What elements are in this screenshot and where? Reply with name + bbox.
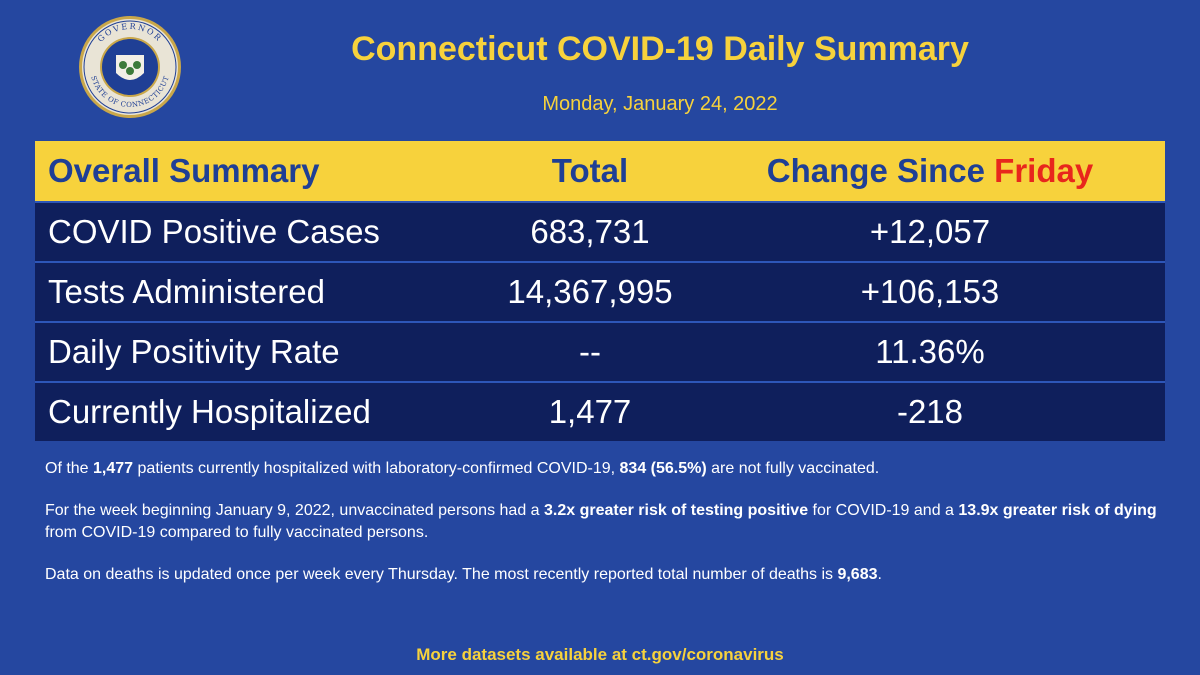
row-total: 683,731 xyxy=(530,213,650,250)
table-row: COVID Positive Cases 683,731 +12,057 xyxy=(35,203,1165,263)
report-date: Monday, January 24, 2022 xyxy=(542,93,778,115)
row-label: COVID Positive Cases xyxy=(48,213,380,250)
row-total: -- xyxy=(579,333,601,370)
note-bold: 3.2x greater risk of testing positive xyxy=(544,502,809,519)
row-label: Currently Hospitalized xyxy=(48,393,371,430)
row-change: -218 xyxy=(896,393,964,430)
row-label: Tests Administered xyxy=(48,273,325,310)
note-text: patients currently hospitalized with lab… xyxy=(133,460,620,477)
header-change: Change Since Friday xyxy=(695,152,1165,190)
note-text: are not fully vaccinated. xyxy=(706,460,880,477)
header-total: Total xyxy=(551,152,629,189)
footer-link-text: More datasets available at ct.gov/corona… xyxy=(416,645,784,664)
table-row: Tests Administered 14,367,995 +106,153 xyxy=(35,263,1165,323)
note-bold: 834 (56.5%) xyxy=(619,460,707,477)
note-text: Data on deaths is updated once per week … xyxy=(45,566,838,583)
header-change-prefix: Change Since xyxy=(766,152,995,189)
note-text: For the week beginning January 9, 2022, … xyxy=(45,502,544,519)
note-bold: 13.9x greater risk of dying xyxy=(958,502,1157,519)
header-overall-summary: Overall Summary xyxy=(48,152,320,189)
row-total: 1,477 xyxy=(548,393,632,430)
row-label: Daily Positivity Rate xyxy=(48,333,340,370)
summary-table: Overall Summary Total Change Since Frida… xyxy=(35,141,1165,441)
table-row: Currently Hospitalized 1,477 -218 xyxy=(35,383,1165,441)
notes: Of the 1,477 patients currently hospital… xyxy=(45,458,1165,606)
note-hospitalized: Of the 1,477 patients currently hospital… xyxy=(45,458,1165,480)
note-bold: 1,477 xyxy=(93,460,134,477)
note-text: for COVID-19 and a xyxy=(808,502,959,519)
note-text: . xyxy=(877,566,882,583)
note-deaths: Data on deaths is updated once per week … xyxy=(45,564,1165,586)
header-change-day: Friday xyxy=(994,152,1094,189)
table-row: Daily Positivity Rate -- 11.36% xyxy=(35,323,1165,383)
table-header-row: Overall Summary Total Change Since Frida… xyxy=(35,141,1165,203)
note-text: Of the xyxy=(45,460,94,477)
row-change: 11.36% xyxy=(875,333,985,370)
note-bold: 9,683 xyxy=(837,566,878,583)
row-total: 14,367,995 xyxy=(507,273,673,310)
note-risk: For the week beginning January 9, 2022, … xyxy=(45,500,1165,544)
row-change: +12,057 xyxy=(869,213,991,250)
note-text: from COVID-19 compared to fully vaccinat… xyxy=(45,524,429,541)
governor-seal: GOVERNOR STATE OF CONNECTICUT xyxy=(79,16,181,118)
page-title: Connecticut COVID-19 Daily Summary xyxy=(351,30,969,68)
row-change: +106,153 xyxy=(860,273,1000,310)
